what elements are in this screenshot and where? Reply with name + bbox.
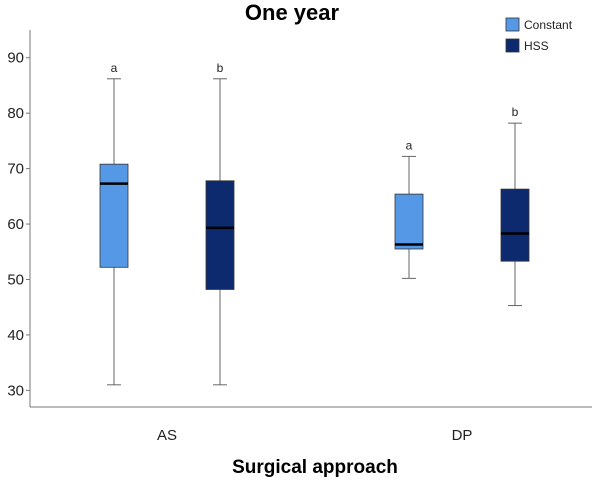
chart-title: One year: [245, 0, 340, 25]
x-category-label: AS: [157, 427, 177, 444]
y-tick-label: 50: [7, 271, 24, 288]
x-axis-label: Surgical approach: [232, 457, 398, 478]
boxes: a a b b: [99, 61, 530, 386]
box-iqr: [205, 180, 235, 290]
legend-swatch: [505, 38, 520, 53]
significance-label: b: [512, 105, 519, 119]
significance-label: b: [217, 61, 224, 75]
x-category-label: DP: [452, 427, 473, 444]
box-iqr: [99, 163, 129, 268]
legend-label: HSS: [524, 39, 549, 53]
y-tick-label: 60: [7, 216, 24, 233]
box-constant-dp: a: [394, 138, 424, 279]
box-hss-dp: b: [500, 105, 530, 307]
legend-label: Constant: [524, 18, 573, 32]
y-tick-label: 90: [7, 50, 24, 67]
box-constant-as: a: [99, 61, 129, 386]
y-tick-label: 30: [7, 382, 24, 399]
axes: 30 40 50 60 70 80 90 AS DP: [7, 30, 592, 444]
y-tick-label: 70: [7, 161, 24, 178]
y-tick-label: 80: [7, 105, 24, 122]
box-hss-as: b: [205, 61, 235, 386]
significance-label: a: [406, 138, 413, 152]
box-iqr: [394, 193, 424, 250]
legend: Constant HSS: [505, 17, 573, 53]
significance-label: a: [111, 61, 118, 75]
y-tick-label: 40: [7, 327, 24, 344]
legend-swatch: [505, 17, 520, 32]
box-iqr: [500, 188, 530, 262]
